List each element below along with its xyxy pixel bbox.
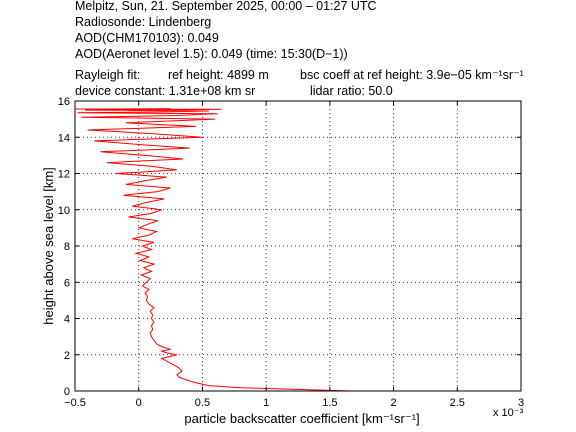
y-tick-label: 10 xyxy=(58,205,70,217)
title-line-3: AOD(CHM170103): 0.049 xyxy=(75,31,219,45)
x-tick-label: 0.5 xyxy=(195,397,210,409)
bsc-coeff-label: bsc coeff at ref height: 3.9e−05 km⁻¹sr⁻… xyxy=(300,68,524,82)
ref-height-label: ref height: 4899 m xyxy=(168,68,269,82)
x-tick-label: 1.5 xyxy=(322,397,337,409)
y-tick-label: 16 xyxy=(58,96,70,108)
y-tick-label: 6 xyxy=(64,277,70,289)
x-tick-label: −0.5 xyxy=(64,397,86,409)
y-tick-label: 12 xyxy=(58,169,70,181)
title-line-4: AOD(Aeronet level 1.5): 0.049 (time: 15:… xyxy=(75,47,348,61)
device-constant-label: device constant: 1.31e+08 km sr xyxy=(75,84,256,98)
title-line-2: Radiosonde: Lindenberg xyxy=(75,15,212,29)
y-tick-label: 14 xyxy=(58,132,70,144)
rayleigh-fit-label: Rayleigh fit: xyxy=(75,68,141,82)
lidar-ratio-label: lidar ratio: 50.0 xyxy=(310,84,393,98)
y-tick-labels: 0 2 4 6 8 10 12 14 16 xyxy=(58,96,70,398)
x-multiplier-label: x 10⁻³ xyxy=(493,407,524,419)
x-tick-label: 1 xyxy=(263,397,269,409)
y-tick-label: 2 xyxy=(64,350,70,362)
x-axis-label: particle backscatter coefficient [km⁻¹sr… xyxy=(184,411,419,426)
x-tick-label: 3 xyxy=(518,397,524,409)
title-line-1: Melpitz, Sun, 21. September 2025, 00:00 … xyxy=(75,0,377,13)
tick-marks xyxy=(74,100,522,392)
series-layer xyxy=(74,108,352,392)
y-tick-label: 0 xyxy=(64,386,70,398)
series-line-0 xyxy=(74,108,352,392)
y-tick-label: 8 xyxy=(64,241,70,253)
x-tick-labels: −0.5 0 0.5 1 1.5 2 2.5 3 xyxy=(64,397,524,409)
x-tick-label: 0 xyxy=(136,397,142,409)
y-tick-label: 4 xyxy=(64,314,70,326)
x-tick-label: 2 xyxy=(391,397,397,409)
y-axis-label: height above sea level [km] xyxy=(41,167,56,325)
x-tick-label: 2.5 xyxy=(450,397,465,409)
